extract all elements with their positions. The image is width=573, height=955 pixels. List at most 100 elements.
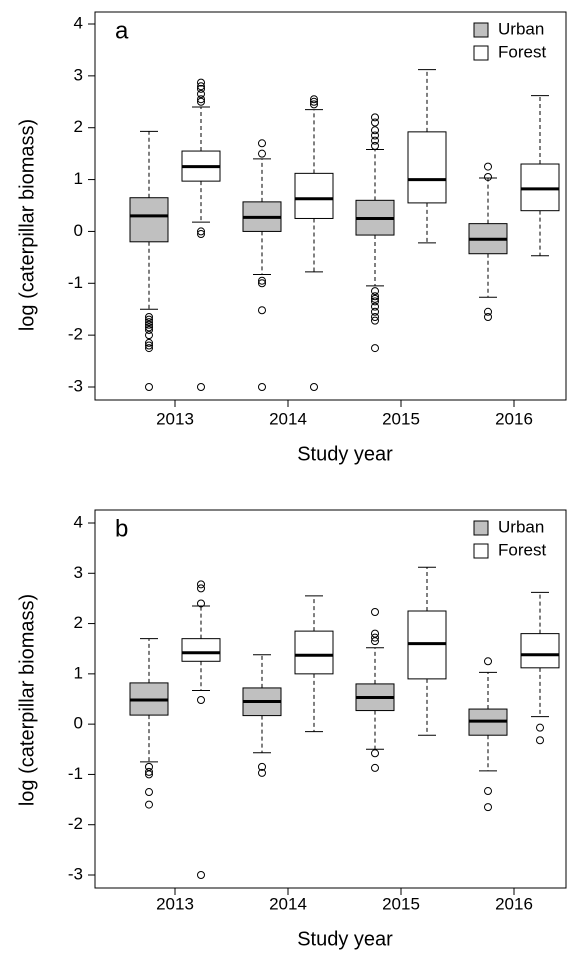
y-tick-label: 2	[74, 613, 83, 632]
x-tick-label: 2013	[156, 409, 194, 428]
y-tick-label: -2	[68, 814, 83, 833]
outlier	[536, 723, 544, 732]
outlier	[197, 227, 205, 236]
outlier	[197, 84, 205, 93]
outlier	[371, 344, 379, 353]
outlier	[258, 762, 266, 771]
box	[520, 163, 560, 212]
outlier	[371, 297, 379, 306]
box	[294, 630, 334, 675]
outlier	[258, 383, 266, 391]
outlier	[371, 131, 379, 140]
legend-swatch	[473, 520, 489, 536]
outlier	[197, 580, 205, 589]
x-tick-label: 2016	[495, 409, 533, 428]
outlier	[197, 95, 205, 104]
outlier	[371, 113, 379, 122]
outlier	[371, 316, 379, 325]
y-tick-label: 4	[74, 512, 83, 531]
outlier	[145, 800, 153, 809]
box	[129, 197, 169, 243]
outlier	[371, 294, 379, 303]
outlier	[310, 100, 318, 109]
x-tick-label: 2015	[382, 409, 420, 428]
outlier	[371, 126, 379, 135]
outlier	[145, 318, 153, 327]
box	[181, 638, 221, 662]
y-tick-label: 0	[74, 221, 83, 240]
outlier	[197, 230, 205, 239]
outlier	[258, 768, 266, 777]
y-axis-label: log (caterpillar biomass)	[16, 119, 38, 331]
box	[520, 633, 560, 669]
outlier	[536, 736, 544, 745]
x-tick-label: 2016	[495, 894, 533, 913]
y-tick-label: 1	[74, 663, 83, 682]
panel-label: b	[115, 515, 128, 542]
outlier	[371, 312, 379, 321]
y-tick-label: -1	[68, 273, 83, 292]
outlier	[484, 162, 492, 171]
outlier	[484, 172, 492, 181]
y-tick-label: -2	[68, 325, 83, 344]
outlier	[371, 118, 379, 127]
outlier	[484, 312, 492, 321]
outlier	[145, 341, 153, 350]
y-tick-label: 0	[74, 714, 83, 733]
outlier	[258, 149, 266, 158]
x-tick-label: 2014	[269, 409, 307, 428]
outlier	[484, 307, 492, 316]
outlier	[310, 383, 318, 391]
outlier	[197, 78, 205, 87]
y-tick-label: 4	[74, 13, 83, 32]
outlier	[371, 141, 379, 150]
outlier	[145, 338, 153, 347]
outlier	[371, 136, 379, 145]
x-axis-label: Study year	[297, 928, 393, 950]
outlier	[197, 90, 205, 99]
outlier	[145, 320, 153, 329]
outlier	[145, 383, 153, 391]
outlier	[484, 803, 492, 812]
outlier	[258, 306, 266, 315]
outlier	[371, 633, 379, 642]
outlier	[145, 323, 153, 332]
legend-label: Forest	[498, 42, 546, 61]
outlier	[145, 770, 153, 779]
x-tick-label: 2015	[382, 894, 420, 913]
legend-label: Forest	[498, 540, 546, 559]
y-tick-label: 1	[74, 169, 83, 188]
outlier	[145, 344, 153, 353]
outlier	[145, 788, 153, 797]
plot-frame	[94, 509, 567, 889]
outlier	[371, 292, 379, 301]
outlier	[197, 871, 205, 879]
legend-label: Urban	[498, 19, 544, 38]
box	[407, 131, 447, 204]
outlier	[258, 279, 266, 288]
legend-swatch	[473, 22, 489, 38]
outlier	[197, 584, 205, 593]
x-tick-label: 2013	[156, 894, 194, 913]
outlier	[145, 331, 153, 340]
outlier	[310, 97, 318, 106]
y-tick-label: 2	[74, 117, 83, 136]
outlier	[371, 637, 379, 646]
outlier	[258, 139, 266, 148]
outlier	[145, 315, 153, 324]
outlier	[310, 95, 318, 104]
outlier	[371, 302, 379, 311]
outlier	[371, 307, 379, 316]
y-tick-label: -1	[68, 764, 83, 783]
x-tick-label: 2014	[269, 894, 307, 913]
outlier	[145, 312, 153, 321]
outlier	[145, 325, 153, 334]
box	[294, 172, 334, 219]
outlier	[371, 287, 379, 296]
outlier	[145, 762, 153, 771]
outlier	[371, 763, 379, 772]
outlier	[371, 629, 379, 638]
y-axis-label: log (caterpillar biomass)	[16, 594, 38, 806]
x-axis-label: Study year	[297, 443, 393, 465]
